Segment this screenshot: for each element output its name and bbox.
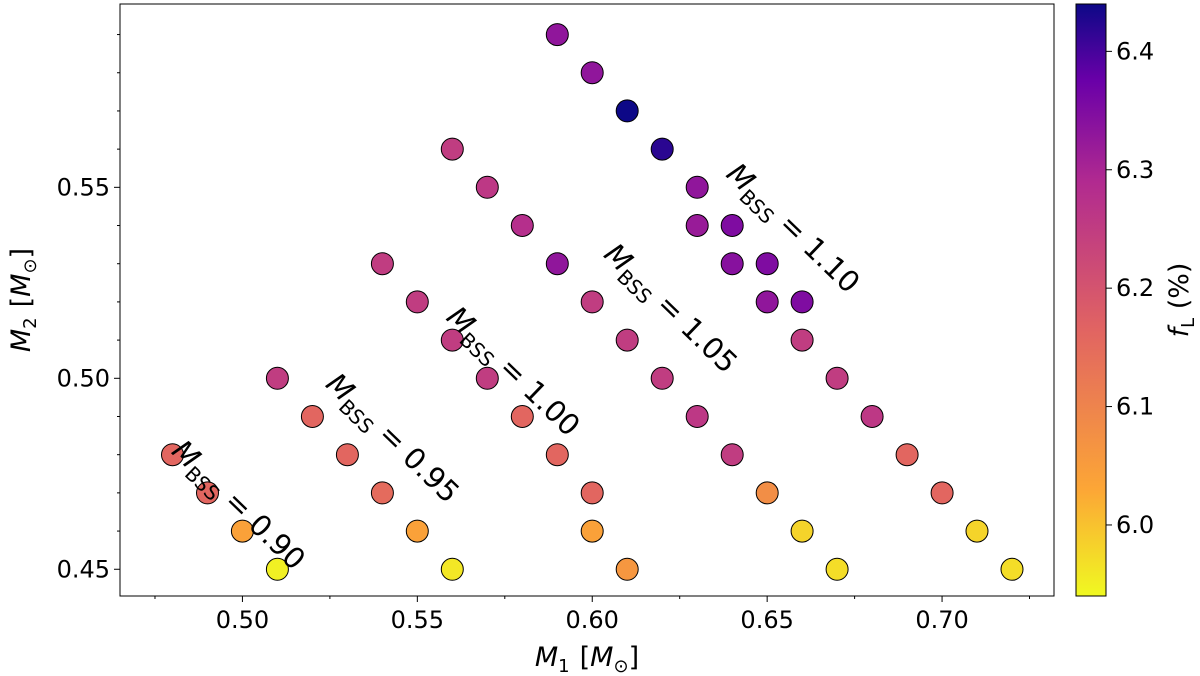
data-point [790, 519, 814, 543]
data-point [580, 61, 604, 85]
data-point [545, 443, 569, 467]
colorbar-label: fL (%) [1164, 263, 1199, 338]
data-point [580, 519, 604, 543]
data-point [405, 519, 429, 543]
colorbar-ticks: 6.0 6.1 6.2 6.3 6.4 [1106, 37, 1154, 539]
x-tick-label: 0.50 [216, 606, 269, 634]
data-point [650, 366, 674, 390]
colorbar-tick-label: 6.4 [1116, 37, 1154, 65]
data-point [440, 137, 464, 161]
data-point [440, 557, 464, 581]
data-point [755, 290, 779, 314]
data-point [405, 290, 429, 314]
y-axis: 0.45 0.50 0.55 [57, 34, 120, 583]
data-point [790, 290, 814, 314]
data-point [230, 519, 254, 543]
data-point [615, 328, 639, 352]
y-tick-label: 0.55 [57, 173, 110, 201]
colorbar-tick-label: 6.3 [1116, 156, 1154, 184]
data-point [650, 137, 674, 161]
mbss-annotation: MBSS = 0.90 [162, 433, 312, 580]
data-point [825, 366, 849, 390]
colorbar [1075, 3, 1107, 597]
data-point [510, 214, 534, 237]
data-point [755, 252, 779, 276]
data-point [825, 557, 849, 581]
x-axis-label: M1 [M⊙] [535, 642, 639, 676]
y-tick-label: 0.45 [57, 555, 110, 583]
data-point [615, 99, 639, 123]
colorbar-tick-label: 6.0 [1116, 511, 1154, 539]
data-point [720, 252, 744, 276]
data-point [545, 23, 569, 47]
plot-frame [119, 3, 1055, 597]
data-point [440, 328, 464, 352]
data-point [196, 481, 219, 505]
x-tick-label: 0.65 [740, 606, 793, 634]
data-point [510, 405, 534, 428]
data-point [615, 557, 639, 581]
data-point [755, 481, 779, 505]
data-point [545, 252, 569, 276]
data-point [930, 481, 954, 505]
colorbar-tick-label: 6.2 [1116, 274, 1154, 302]
data-point [300, 405, 324, 428]
data-point [720, 443, 744, 467]
data-point [685, 405, 709, 428]
data-point [265, 557, 289, 581]
y-tick-label: 0.50 [57, 364, 110, 392]
data-point [790, 328, 814, 352]
colorbar-tick-label: 6.1 [1116, 393, 1154, 421]
data-point [580, 290, 604, 314]
y-axis-label: M2[M⊙] [6, 248, 41, 352]
data-point [370, 252, 394, 276]
data-point [475, 366, 499, 390]
x-tick-label: 0.55 [391, 606, 444, 634]
data-point [370, 481, 394, 505]
mbss-annotation: MBSS = 1.05 [594, 236, 744, 383]
data-point [475, 175, 499, 199]
x-axis: 0.50 0.55 0.60 0.65 0.70 [154, 596, 1031, 634]
data-point [1000, 557, 1024, 581]
data-point [265, 366, 289, 390]
data-point [860, 405, 884, 428]
data-point [685, 214, 709, 237]
data-point [335, 443, 359, 467]
data-point [965, 519, 989, 543]
x-tick-label: 0.70 [915, 606, 968, 634]
data-points [161, 23, 1024, 581]
data-point [895, 443, 919, 467]
x-tick-label: 0.60 [566, 606, 619, 634]
data-point [720, 214, 744, 237]
mbss-annotation: MBSS = 1.00 [437, 299, 587, 446]
data-point [161, 443, 184, 467]
data-point [580, 481, 604, 505]
data-point [685, 175, 709, 199]
